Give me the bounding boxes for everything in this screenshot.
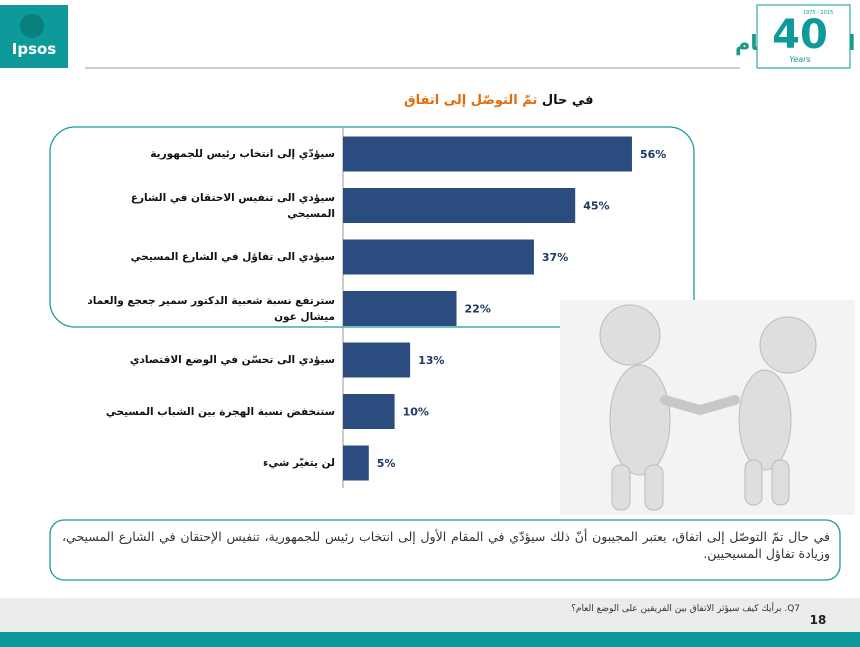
category-label: ستنخفض نسبة الهجرة بين الشباب المسيحي (105, 405, 335, 418)
anniversary-logo (756, 4, 851, 69)
category-label: سيؤدي الى تفاؤل في الشارع المسيحي (130, 251, 335, 263)
category-label: سيؤدي الى تنفيس الاحتقان في الشارع المسي… (130, 191, 335, 220)
bar (343, 394, 395, 429)
category-label: لن يتغيّر شيء (263, 457, 335, 469)
footer-bar (0, 632, 860, 647)
logo-text: Ipsos (12, 40, 57, 58)
anniversary-number: 40 (772, 12, 828, 58)
subtitle-part: تمّ التوصّل إلى اتفاق (404, 93, 537, 108)
bar (343, 136, 632, 172)
highlight-box (49, 126, 695, 328)
value-label: 56% (640, 148, 666, 161)
value-label: 22% (465, 303, 491, 316)
value-label: 10% (403, 406, 429, 419)
bar (343, 291, 457, 326)
category-label: سيؤدّي إلى انتخاب رئيس للجمهورية (150, 148, 335, 160)
chart-subtitle: في حال تمّ التوصّل إلى اتفاق (404, 93, 594, 108)
page-number: 18 (810, 613, 827, 627)
value-label: 5% (377, 457, 396, 470)
summary-box (49, 519, 841, 581)
summary-text: في حال تمّ التوصّل إلى اتفاق، يعتبر المج… (62, 529, 830, 561)
bar (343, 239, 534, 275)
value-label: 13% (418, 354, 444, 367)
anniversary-word: Years (789, 55, 810, 64)
category-label: سيؤدي الى تحسّن في الوضع الاقتصادي (129, 354, 335, 366)
subtitle-part: في حال (542, 93, 594, 108)
logo-icon (20, 14, 44, 38)
bar (343, 188, 576, 223)
question-note: Q7. برأيك كيف سيؤثر الاتفاق بين الفريقين… (571, 604, 800, 614)
bar (343, 445, 369, 481)
handshake-figures (560, 300, 855, 515)
value-label: 45% (583, 200, 609, 213)
footer-band (0, 598, 860, 632)
value-label: 37% (542, 251, 568, 264)
anniversary-years: 1975 - 2015 (803, 10, 833, 16)
category-label: سترتفع نسبة شعبية الدكتور سمير جعجع والع… (87, 294, 335, 323)
bar (343, 342, 411, 378)
